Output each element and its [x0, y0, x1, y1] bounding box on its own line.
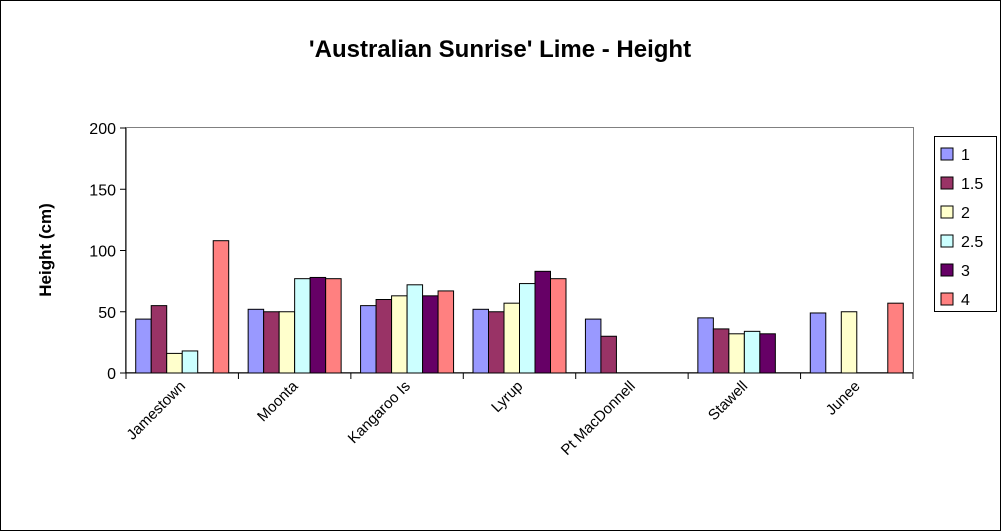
bar-series-1-5-4 — [600, 335, 617, 374]
bar-series-2-5-1 — [294, 278, 311, 374]
legend-swatch — [940, 292, 954, 306]
y-axis: 0 50 100 150 200 — [89, 121, 127, 383]
legend-swatch — [940, 234, 954, 248]
bar-series-4-3 — [550, 278, 567, 374]
bar-series-1-4 — [584, 318, 602, 374]
bar-series-2-5-3 — [519, 283, 536, 374]
legend-label: 3 — [961, 263, 970, 280]
bar-series-1-3 — [472, 308, 489, 374]
legend-label: 2.5 — [961, 234, 983, 251]
bar-series-1-2 — [360, 305, 377, 374]
bar-series-3-5 — [759, 333, 776, 374]
bar-series-2-6 — [840, 311, 858, 374]
y-tick-label: 150 — [89, 182, 116, 199]
bar-series-4-2 — [437, 290, 455, 374]
bar-series-1-5-1 — [263, 311, 280, 374]
bar-series-2-5 — [728, 333, 745, 374]
bar-series-4-0 — [212, 240, 230, 374]
legend-swatch — [940, 147, 954, 161]
legend-label: 1.5 — [961, 176, 983, 193]
y-tick-label: 50 — [98, 305, 116, 322]
bar-series-1-5 — [697, 317, 714, 374]
bar-series-3-2 — [422, 295, 439, 374]
y-axis-label: Height (cm) — [36, 203, 55, 297]
bar-series-3-3 — [534, 270, 551, 374]
bar-series-2-2 — [391, 295, 408, 374]
bar-series-2-5-0 — [181, 350, 199, 374]
bars-group — [135, 240, 904, 374]
bar-series-3-1 — [309, 276, 327, 374]
bar-series-1-0 — [135, 318, 152, 374]
chart-title: 'Australian Sunrise' Lime - Height — [309, 36, 691, 63]
bar-series-2-5-2 — [406, 284, 424, 374]
legend-label: 1 — [961, 147, 970, 164]
bar-series-1-5-2 — [375, 299, 393, 374]
y-tick-label: 200 — [89, 121, 116, 138]
bar-series-1-1 — [247, 308, 265, 374]
y-tick-label: 100 — [89, 244, 116, 261]
legend-swatch — [940, 205, 954, 219]
bar-series-2-3 — [503, 302, 520, 374]
y-tick-label: 0 — [107, 366, 116, 383]
legend: 1 1.5 2 2.5 3 4 — [934, 136, 997, 312]
legend-label: 2 — [961, 205, 970, 222]
bar-series-1-6 — [809, 312, 827, 374]
bar-series-4-1 — [325, 278, 342, 374]
bar-series-1-5-5 — [712, 328, 730, 374]
legend-box — [934, 136, 997, 312]
bar-series-1-5-3 — [488, 311, 505, 374]
bar-series-2-1 — [278, 311, 296, 374]
bar-series-2-5-5 — [743, 330, 761, 374]
bar-series-1-5-0 — [150, 305, 168, 374]
bar-series-4-6 — [887, 302, 904, 374]
legend-swatch — [940, 263, 954, 277]
legend-swatch — [940, 176, 954, 190]
bar-series-2-0 — [166, 352, 183, 374]
legend-label: 4 — [961, 292, 970, 309]
